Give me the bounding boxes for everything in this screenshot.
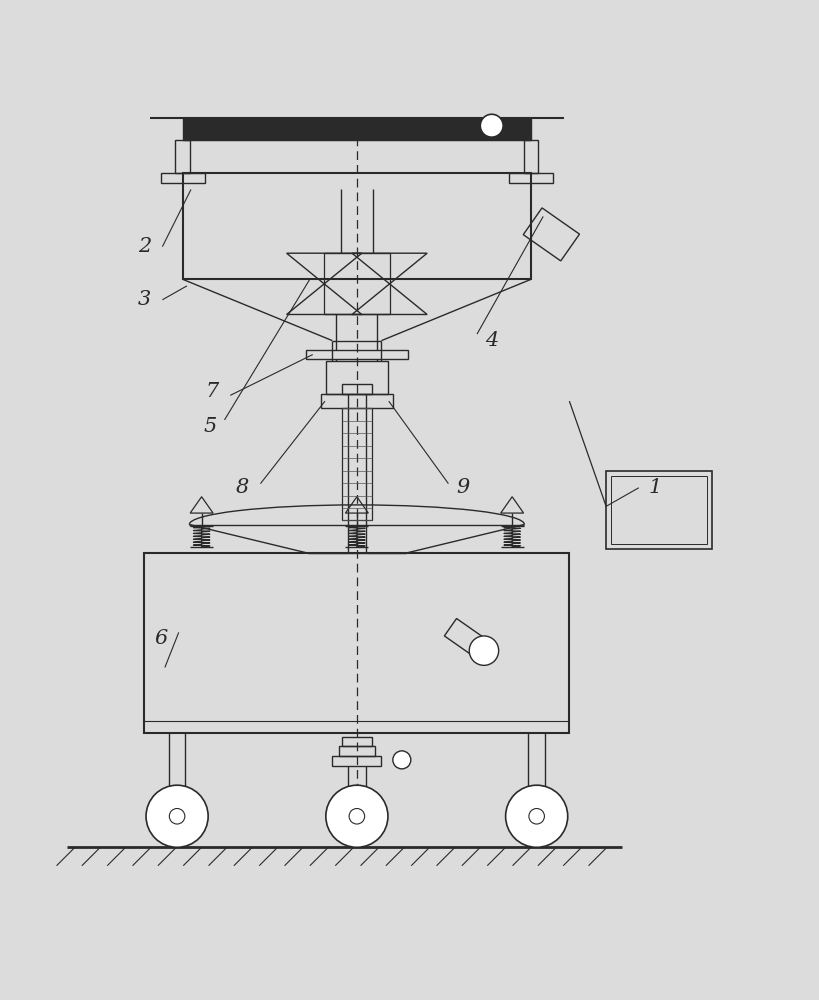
Circle shape bbox=[169, 809, 184, 824]
Bar bbox=[342, 737, 371, 746]
Bar bbox=[161, 173, 205, 183]
Bar bbox=[320, 394, 392, 408]
Text: 2: 2 bbox=[138, 237, 151, 256]
Bar bbox=[183, 173, 530, 279]
Bar bbox=[305, 350, 407, 359]
Bar bbox=[342, 408, 371, 520]
Circle shape bbox=[146, 785, 208, 847]
Bar bbox=[523, 140, 537, 173]
Text: 4: 4 bbox=[485, 331, 498, 350]
Circle shape bbox=[468, 636, 498, 665]
Bar bbox=[325, 361, 387, 394]
Bar bbox=[144, 553, 568, 733]
Text: 1: 1 bbox=[648, 478, 661, 497]
Bar bbox=[183, 118, 530, 140]
Circle shape bbox=[392, 751, 410, 769]
Text: 3: 3 bbox=[138, 290, 151, 309]
Bar bbox=[175, 140, 190, 173]
Circle shape bbox=[349, 809, 364, 824]
Circle shape bbox=[528, 809, 544, 824]
Circle shape bbox=[325, 785, 387, 847]
Bar bbox=[610, 476, 707, 544]
Bar bbox=[605, 471, 712, 549]
Text: 7: 7 bbox=[206, 382, 219, 401]
Circle shape bbox=[505, 785, 567, 847]
Bar bbox=[509, 173, 552, 183]
Text: 9: 9 bbox=[456, 478, 469, 497]
Text: 5: 5 bbox=[203, 417, 216, 436]
Circle shape bbox=[480, 114, 503, 137]
Text: 8: 8 bbox=[236, 478, 249, 497]
Bar bbox=[340, 122, 373, 139]
Bar bbox=[332, 756, 381, 766]
Text: 6: 6 bbox=[154, 629, 167, 648]
Bar bbox=[338, 746, 374, 756]
Bar bbox=[342, 384, 371, 394]
